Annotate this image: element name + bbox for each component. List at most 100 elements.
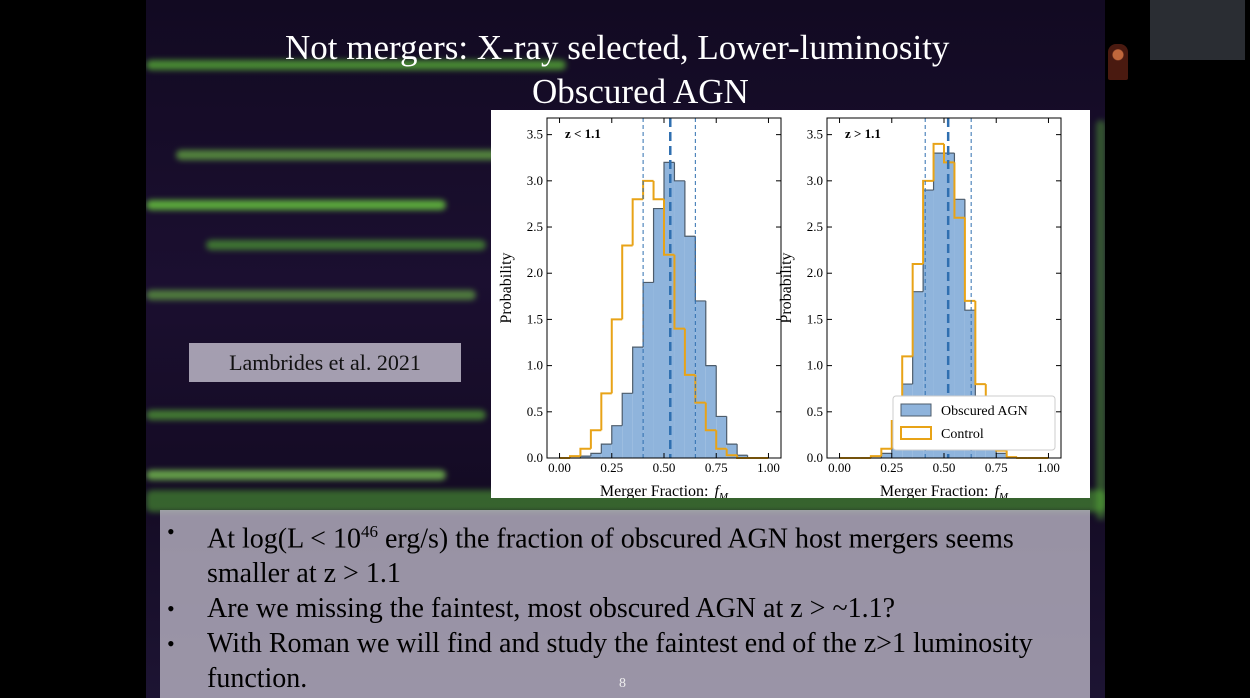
- y-tick-label: 0.0: [527, 450, 543, 465]
- histogram-step: [880, 447, 892, 457]
- y-tick-label: 3.0: [807, 173, 823, 188]
- histogram-bar: [601, 444, 612, 458]
- citation: Lambrides et al. 2021: [189, 343, 461, 382]
- histogram-step: [911, 262, 924, 357]
- histogram-bar: [580, 456, 591, 458]
- histogram-edge: [684, 180, 696, 237]
- histogram-step: [631, 198, 644, 246]
- page-number: 8: [619, 676, 626, 691]
- histogram-edge: [715, 365, 727, 418]
- histogram-step: [621, 244, 633, 320]
- histogram-step: [869, 455, 882, 458]
- x-axis-symbol: f: [994, 483, 1001, 498]
- histogram-step: [683, 328, 696, 376]
- histogram-edge: [600, 443, 612, 454]
- histogram-edge: [590, 452, 602, 457]
- histogram-edge: [673, 162, 685, 182]
- histogram-step: [922, 179, 934, 264]
- histogram-edge: [705, 300, 717, 367]
- histogram-bar: [954, 199, 965, 458]
- webcam-person: [1108, 44, 1128, 80]
- x-axis-label-text: Merger Fraction:: [880, 483, 989, 498]
- y-axis-label: Probability: [498, 252, 515, 323]
- x-axis-label: Merger Fraction: fM: [880, 483, 1009, 498]
- y-tick-label: 2.5: [807, 219, 823, 234]
- panel-label: z < 1.1: [565, 126, 601, 141]
- bullet-text: With Roman we will find and study the fa…: [207, 628, 1033, 695]
- histogram-bar: [590, 453, 602, 458]
- background-streak: [146, 60, 566, 70]
- histogram-step: [953, 162, 965, 219]
- background-streak: [146, 410, 486, 420]
- x-tick-label: 0.75: [985, 460, 1008, 475]
- histogram-bar: [964, 310, 976, 458]
- panel-label: z > 1.1: [845, 126, 881, 141]
- histogram-step: [943, 143, 955, 164]
- background-streak: [206, 240, 486, 250]
- legend-swatch: [900, 403, 932, 417]
- y-tick-label: 1.0: [527, 358, 543, 373]
- histogram-step: [974, 300, 986, 386]
- histogram-bar: [923, 190, 934, 458]
- histogram-step: [932, 142, 944, 181]
- histogram-bar: [653, 208, 664, 458]
- background-streak: [146, 470, 446, 480]
- y-tick-label: 2.5: [527, 219, 543, 234]
- x-tick-label: 0.50: [653, 460, 676, 475]
- histogram-step: [673, 254, 685, 330]
- x-tick-label: 1.00: [1037, 460, 1060, 475]
- panel: 0.00 0.25 0.50 0.75 1.00 0.0 0.5 1.0 1.5 2.0 2.5 3.…: [498, 117, 782, 498]
- histogram-step: [642, 179, 654, 200]
- histogram-edge: [652, 207, 664, 283]
- histogram-step: [704, 402, 717, 432]
- histogram-edge: [953, 153, 965, 200]
- y-tick-label: 2.0: [807, 265, 823, 280]
- background-streak: [146, 290, 476, 300]
- histogram-bar: [684, 236, 696, 458]
- histogram-edge: [964, 199, 976, 311]
- legend-label: Control: [941, 427, 984, 442]
- x-axis-subscript: M: [998, 491, 1009, 498]
- y-tick-label: 2.0: [527, 265, 543, 280]
- bullet: Are we missing the faintest, most obscur…: [167, 591, 1090, 626]
- histogram-step: [663, 199, 675, 256]
- slide-title: Not mergers: X-ray selected, Lower-lumin…: [146, 26, 1105, 114]
- y-tick-label: 0.5: [807, 404, 823, 419]
- bullet: With Roman we will find and study the fa…: [167, 626, 1090, 696]
- histogram-step: [579, 447, 591, 457]
- histogram-bar: [632, 347, 644, 458]
- legend-box: [892, 395, 1056, 451]
- histogram-step: [963, 217, 976, 302]
- histogram-edge: [974, 310, 986, 404]
- histogram-bar: [912, 291, 924, 458]
- x-tick-label: 0.00: [828, 460, 851, 475]
- histogram-step: [715, 430, 727, 450]
- bullet-text: At log(L < 10: [207, 523, 361, 555]
- y-tick-label: 0.5: [527, 404, 543, 419]
- x-tick-label: 0.75: [705, 460, 728, 475]
- histogram-bar: [705, 365, 717, 458]
- histogram-edge: [726, 416, 738, 445]
- webcam-thumbnail: [1150, 0, 1245, 60]
- histogram-step: [725, 448, 738, 457]
- histogram-step: [568, 455, 581, 458]
- x-tick-label: 0.50: [933, 460, 956, 475]
- histogram-edge: [694, 236, 706, 302]
- x-tick-label: 0.00: [548, 460, 571, 475]
- legend-label: Obscured AGN: [941, 404, 1028, 419]
- histogram-bar: [737, 455, 748, 458]
- y-tick-label: 0.0: [807, 450, 823, 465]
- histogram-bar: [996, 453, 1007, 458]
- panel: 0.00 0.25 0.50 0.75 1.00 0.0 0.5 1.0 1.5 2.0 2.5 3.…: [778, 117, 1062, 498]
- y-tick-label: 3.0: [527, 173, 543, 188]
- histogram-edge: [621, 392, 633, 426]
- bullet-box: At log(L < 1046 erg/s) the fraction of o…: [160, 510, 1090, 698]
- bullet-text: Are we missing the faintest, most obscur…: [207, 593, 896, 625]
- histogram-edge: [736, 444, 748, 456]
- bullet-text: erg/s) the fraction of obscured AGN host…: [207, 523, 1014, 590]
- background-streak: [176, 150, 516, 160]
- bullet: At log(L < 1046 erg/s) the fraction of o…: [167, 514, 1090, 591]
- histogram-edge: [611, 425, 623, 445]
- background-streak: [146, 200, 446, 210]
